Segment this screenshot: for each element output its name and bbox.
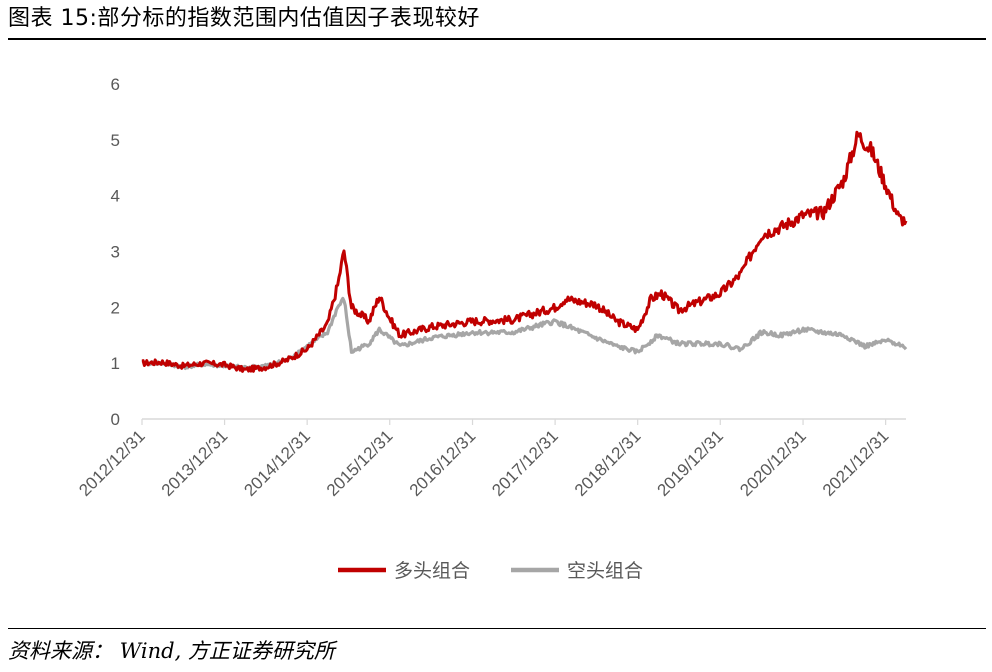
legend-item-short: 空头组合 <box>511 560 643 582</box>
series-line-short <box>141 296 908 371</box>
series-line-long <box>141 130 908 373</box>
y-tick-label: 3 <box>111 243 120 262</box>
source-rule <box>8 628 986 629</box>
x-tick-label: 2012/12/31 <box>75 426 149 500</box>
y-tick-label: 6 <box>111 75 120 94</box>
x-tick-label: 2013/12/31 <box>158 426 232 500</box>
y-tick-label: 2 <box>111 298 120 317</box>
x-tick-label: 2016/12/31 <box>406 426 480 500</box>
legend-label: 多头组合 <box>394 560 470 582</box>
x-tick-label: 2021/12/31 <box>819 426 893 500</box>
y-tick-label: 0 <box>111 410 120 429</box>
y-tick-label: 1 <box>111 354 120 373</box>
x-tick-label: 2014/12/31 <box>240 426 314 500</box>
title-rule <box>8 38 986 40</box>
x-axis-ticks: 2012/12/31 2013/12/31 2014/12/31 2015/12/31… <box>75 419 892 500</box>
y-tick-label: 4 <box>111 187 120 206</box>
legend: 多头组合 空头组合 <box>338 560 643 582</box>
x-tick-label: 2020/12/31 <box>736 426 810 500</box>
x-tick-label: 2018/12/31 <box>571 426 645 500</box>
legend-item-long: 多头组合 <box>338 560 470 582</box>
series-group <box>141 130 908 373</box>
x-tick-label: 2015/12/31 <box>323 426 397 500</box>
x-tick-label: 2019/12/31 <box>653 426 727 500</box>
figure-title: 图表 15:部分标的指数范围内估值因子表现较好 <box>8 6 480 31</box>
source-note: 资料来源： Wind, 方正证券研究所 <box>8 639 335 663</box>
y-axis-ticks: 0 1 2 3 4 5 6 <box>111 75 120 429</box>
x-tick-label: 2017/12/31 <box>488 426 562 500</box>
legend-label: 空头组合 <box>567 560 643 582</box>
y-tick-label: 5 <box>111 131 120 150</box>
